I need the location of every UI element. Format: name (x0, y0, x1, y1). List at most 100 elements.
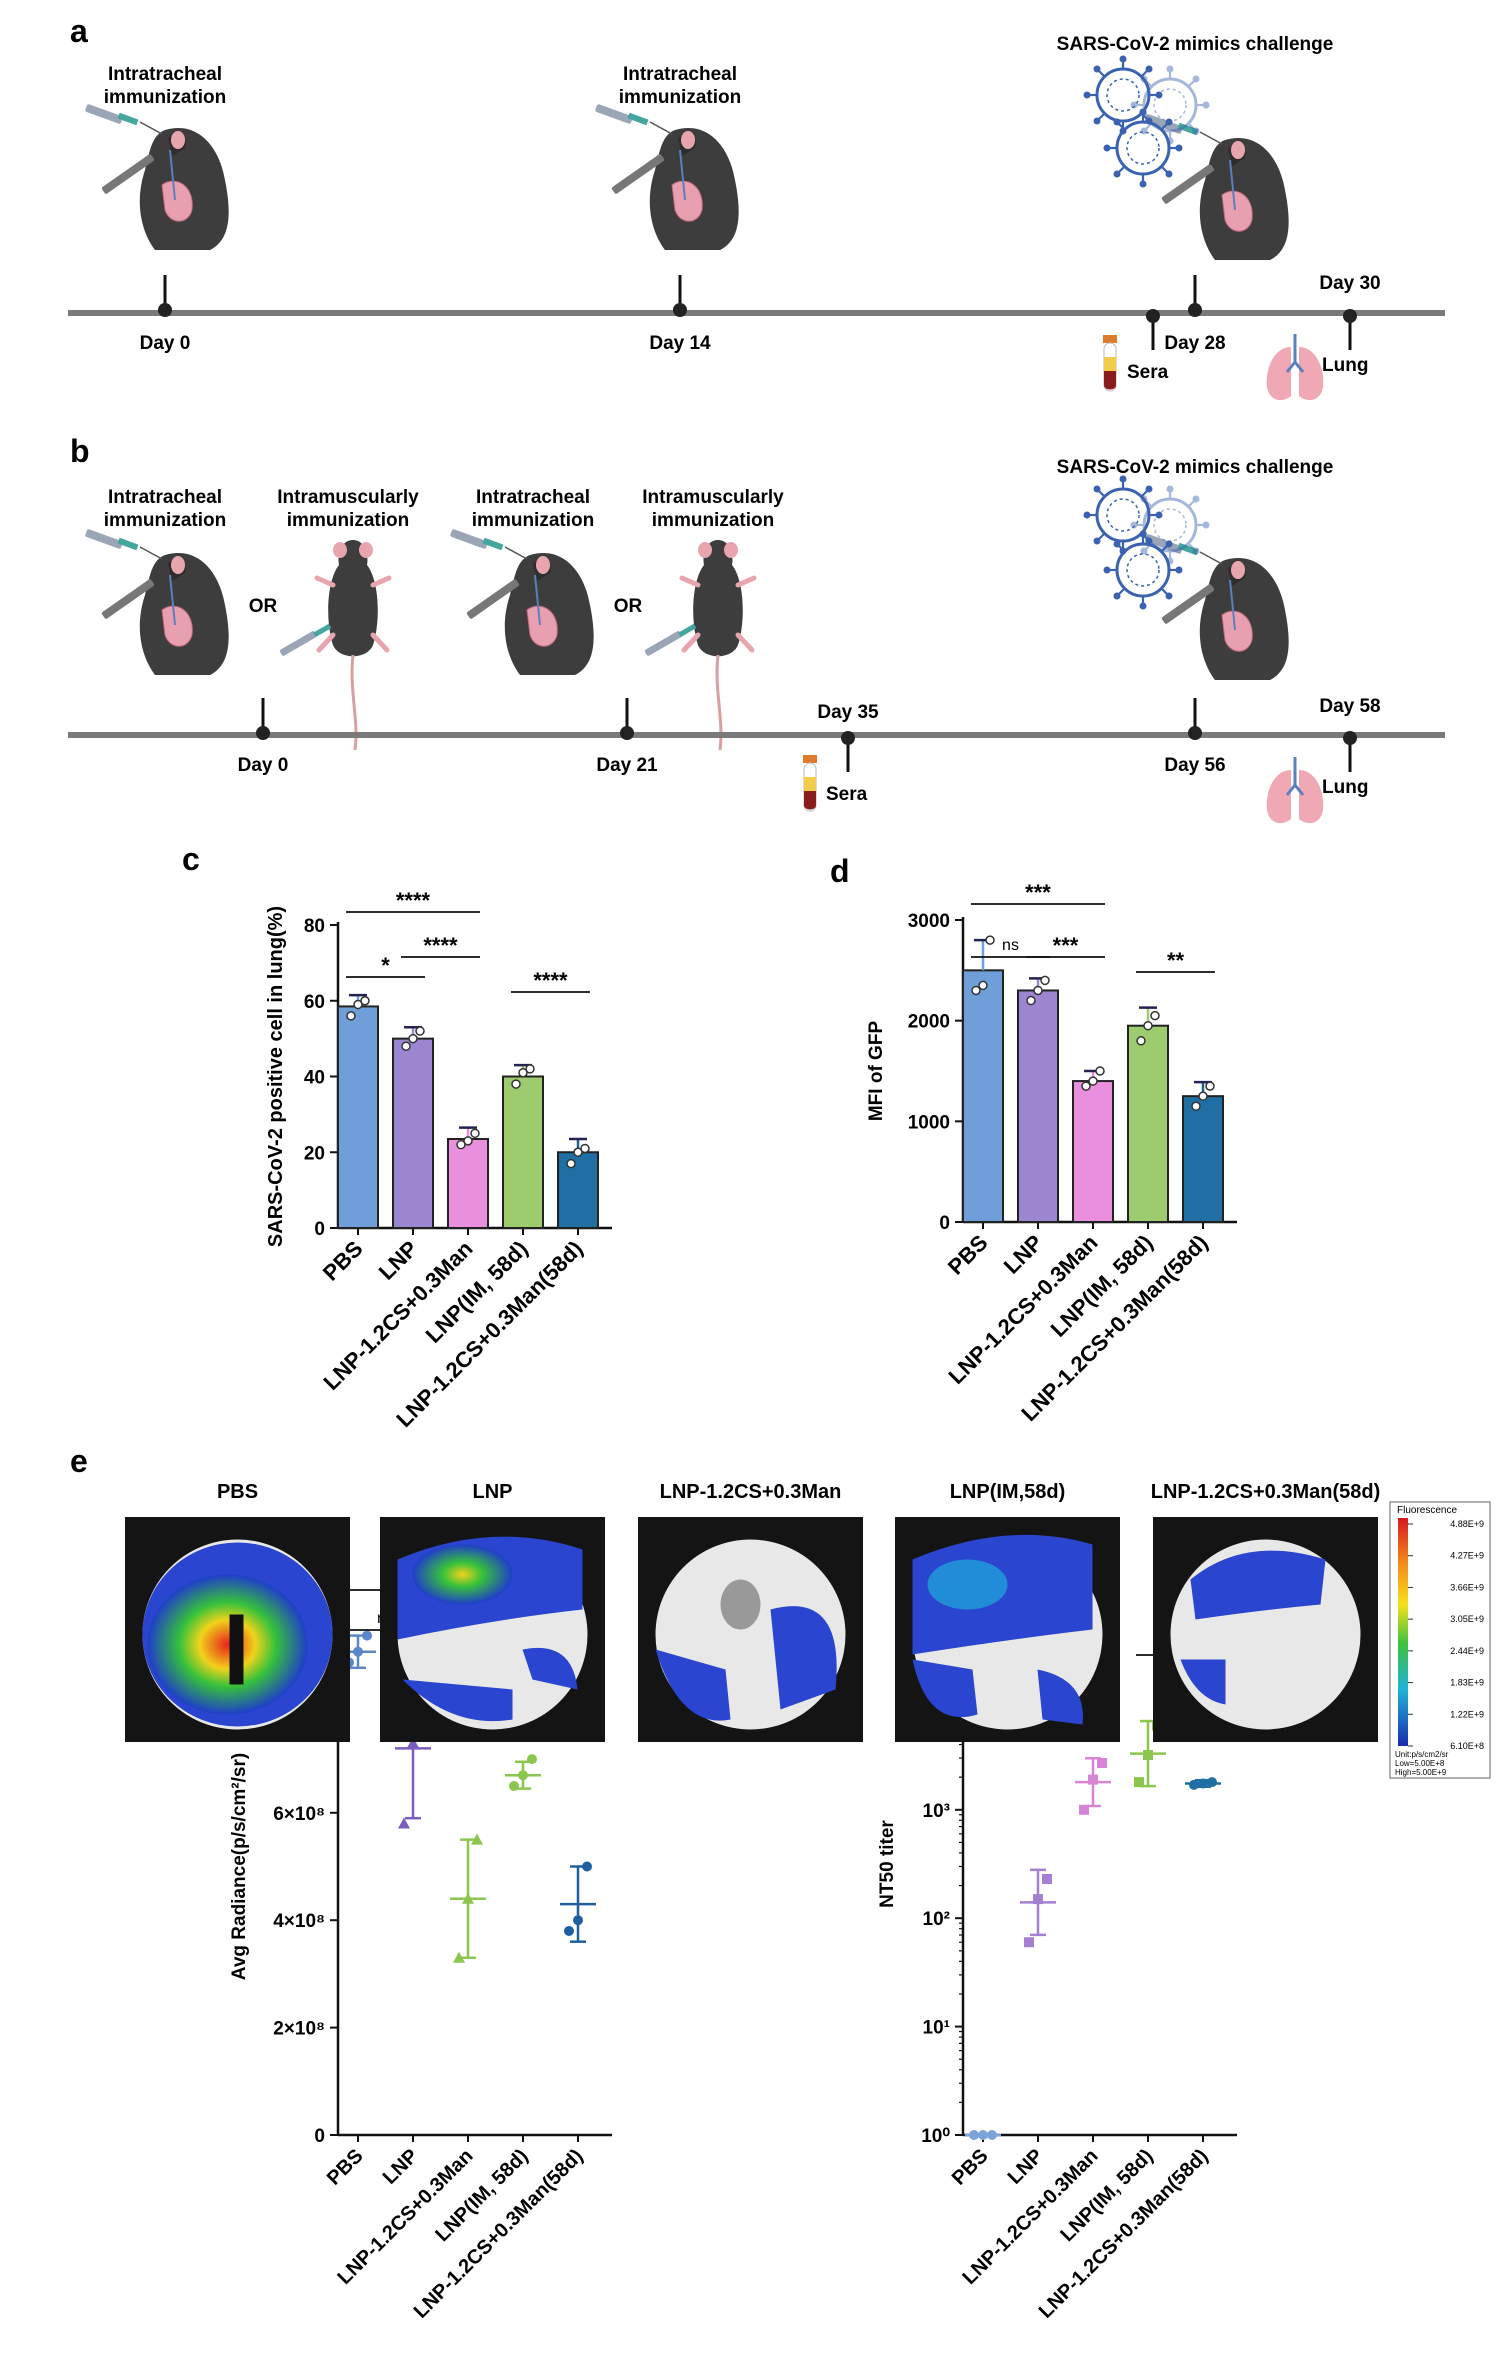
data-point (1189, 1779, 1199, 1790)
colorbar-tick-label: 4.88E+9 (1450, 1519, 1484, 1529)
data-point (1143, 1020, 1153, 1031)
data-point (470, 1128, 480, 1139)
data-point (1143, 1750, 1153, 1761)
colorbar-tick-label: 3.66E+9 (1450, 1582, 1484, 1592)
data-point (509, 1780, 519, 1791)
a-it1-line2: immunization (104, 87, 226, 108)
b-im1-line1: Intramuscularly (277, 487, 419, 508)
image-title: PBS (217, 1481, 258, 1503)
a-challenge: SARS-CoV-2 mimics challenge (1057, 34, 1334, 55)
airway (720, 1579, 761, 1630)
data-point (1042, 1873, 1052, 1884)
b-or-1: OR (249, 596, 278, 617)
colorbar (1398, 1518, 1408, 1746)
y-tick-label: 0 (314, 1219, 325, 1240)
data-point (987, 2130, 997, 2140)
data-point (346, 1011, 356, 1021)
panel-b-letter: b (70, 433, 90, 469)
data-point (1191, 1101, 1201, 1111)
b-or-2: OR (614, 596, 643, 617)
colorbar-tick-label: 3.05E+9 (1450, 1614, 1484, 1624)
b-im2-line1: Intramuscularly (642, 487, 784, 508)
data-point (456, 1139, 466, 1150)
b-challenge: SARS-CoV-2 mimics challenge (1057, 457, 1334, 478)
fluorescence-signal (1190, 1550, 1326, 1620)
bar (1127, 1024, 1169, 1223)
data-point (582, 1861, 592, 1872)
data-point (353, 1646, 363, 1657)
y-axis-label: SARS-CoV-2 positive cell in lung(%) (265, 906, 287, 1247)
panel-a-letter: a (70, 13, 88, 49)
b-day35: Day 35 (817, 702, 879, 723)
fluorescence-signal (927, 1559, 1008, 1610)
a-day14: Day 14 (649, 333, 711, 354)
data-point (511, 1079, 521, 1089)
fluorescence-signal (522, 1647, 578, 1690)
data-point (1095, 1066, 1105, 1076)
data-point (1024, 1937, 1034, 1948)
data-point (398, 1817, 410, 1829)
b-it2-line2: immunization (472, 510, 594, 531)
fluorescence-signal (1180, 1659, 1226, 1705)
data-point (471, 1833, 483, 1845)
b-sera: Sera (826, 784, 868, 805)
image-title: LNP-1.2CS+0.3Man(58d) (1151, 1481, 1381, 1503)
data-point (1033, 985, 1043, 996)
y-tick-label: 2×10⁸ (273, 2019, 325, 2040)
data-point (1079, 1804, 1089, 1815)
y-tick-label: 2000 (908, 1012, 950, 1033)
data-point (1150, 1010, 1160, 1021)
y-tick-label: 1000 (908, 1112, 950, 1133)
data-point (985, 935, 995, 945)
data-point (1040, 975, 1050, 986)
a-sera: Sera (1127, 362, 1169, 383)
b-it2-line1: Intratracheal (476, 487, 590, 508)
data-point (527, 1754, 537, 1765)
data-point (463, 1136, 473, 1146)
fluorescence-signal (655, 1649, 731, 1721)
fluorescence-signal (912, 1659, 978, 1718)
data-point (462, 1892, 474, 1904)
data-point (573, 1915, 583, 1926)
data-point (407, 1736, 419, 1748)
y-tick-label: 60 (304, 992, 325, 1013)
data-point (969, 2130, 979, 2140)
y-axis-label: MFI of GFP (866, 1021, 887, 1122)
image-title: LNP(IM,58d) (950, 1481, 1066, 1503)
data-point (1136, 1036, 1146, 1046)
y-axis-label: NT50 titer (877, 1820, 898, 1908)
data-point (525, 1064, 535, 1074)
data-point (401, 1041, 411, 1051)
a-it1-line1: Intratracheal (108, 64, 222, 85)
b-it1-line2: immunization (104, 510, 226, 531)
data-point (453, 1951, 465, 1963)
y-tick-label: 10¹ (923, 2018, 950, 2039)
data-point (580, 1143, 590, 1154)
data-point (1207, 1777, 1217, 1788)
y-tick-label: 10⁰ (921, 2126, 950, 2147)
data-point (573, 1147, 583, 1157)
data-point (1088, 1076, 1098, 1086)
b-im1-line2: immunization (287, 510, 409, 531)
b-it1-line1: Intratracheal (108, 487, 222, 508)
data-point (1026, 995, 1036, 1006)
b-im2-line2: immunization (652, 510, 774, 531)
colorbar-note: Unit:p/s/cm2/sr (1395, 1750, 1449, 1759)
b-day0: Day 0 (238, 755, 289, 776)
data-point (360, 996, 370, 1006)
significance-label: **** (423, 933, 458, 958)
y-tick-label: 0 (314, 2126, 325, 2147)
y-tick-label: 80 (304, 916, 325, 937)
y-tick-label: 3000 (908, 911, 950, 932)
data-point (1081, 1081, 1091, 1091)
fluorescence-signal (770, 1606, 837, 1710)
colorbar-title: Fluorescence (1397, 1505, 1457, 1516)
fluorescence-signal (147, 1574, 308, 1715)
significance-label: **** (533, 968, 568, 993)
a-day28: Day 28 (1164, 333, 1225, 354)
fluorescence-signal (1037, 1669, 1083, 1725)
data-point (518, 1770, 528, 1781)
bar (1072, 1080, 1114, 1223)
significance-label: *** (1025, 880, 1051, 905)
